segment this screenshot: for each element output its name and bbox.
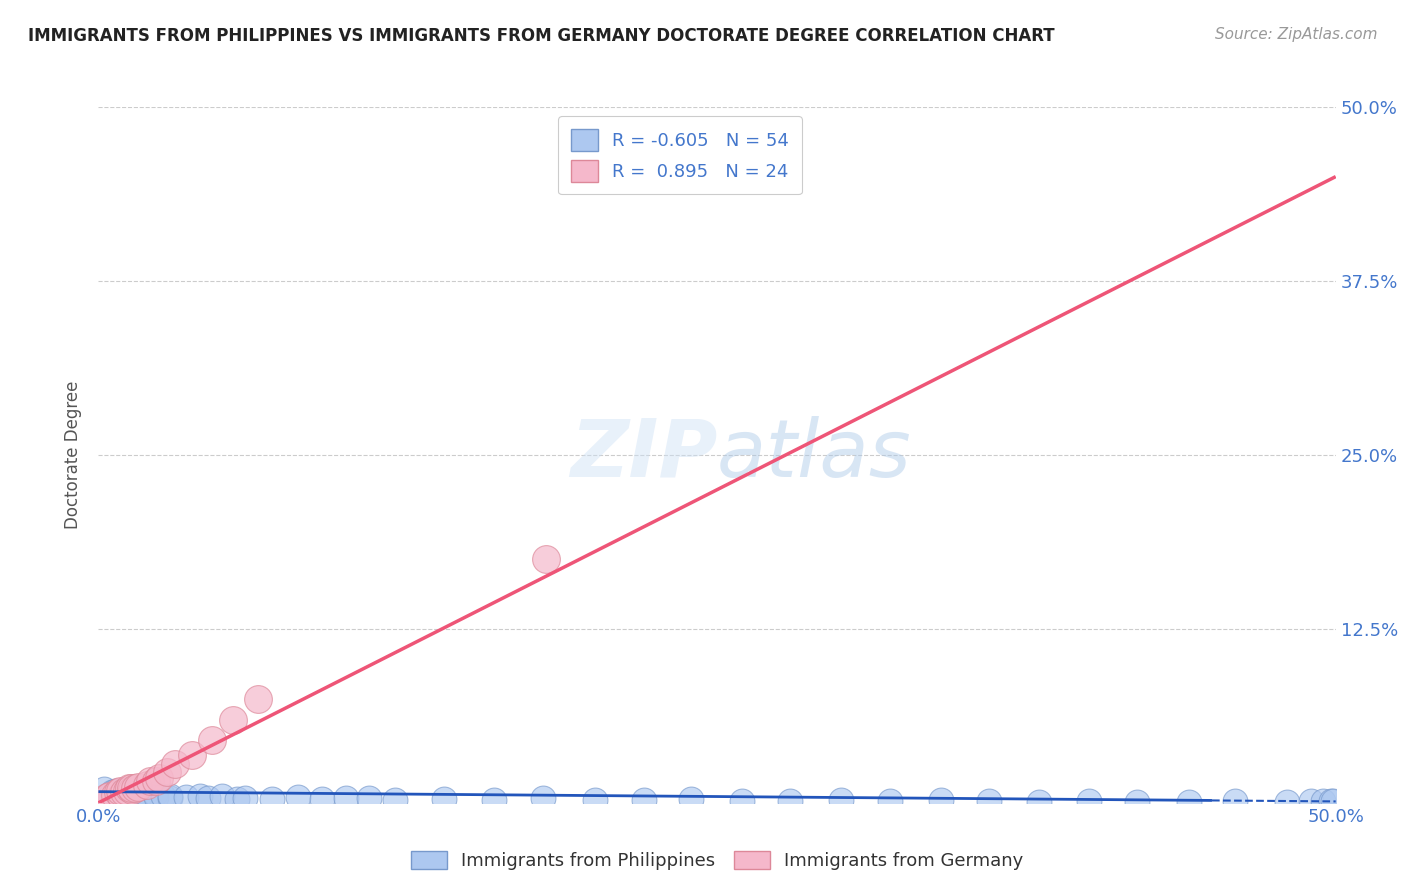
Point bbox=[98, 789, 121, 803]
Point bbox=[118, 788, 141, 802]
Point bbox=[1277, 795, 1299, 809]
Point bbox=[114, 788, 136, 802]
Point bbox=[1078, 794, 1101, 808]
Point bbox=[260, 792, 283, 806]
Point bbox=[1320, 794, 1343, 808]
Point bbox=[129, 788, 152, 802]
Text: atlas: atlas bbox=[717, 416, 912, 494]
Point bbox=[135, 789, 157, 803]
Point bbox=[112, 785, 135, 799]
Point bbox=[977, 794, 1000, 808]
Point bbox=[1322, 794, 1344, 808]
Point bbox=[128, 788, 150, 802]
Point bbox=[107, 785, 129, 799]
Point bbox=[384, 793, 406, 807]
Point bbox=[335, 791, 357, 805]
Point bbox=[211, 789, 233, 803]
Y-axis label: Doctorate Degree: Doctorate Degree bbox=[65, 381, 83, 529]
Point bbox=[779, 794, 801, 808]
Point bbox=[180, 747, 202, 762]
Point bbox=[112, 788, 135, 802]
Point bbox=[197, 790, 219, 805]
Point bbox=[681, 792, 703, 806]
Point bbox=[110, 784, 132, 798]
Point bbox=[1126, 795, 1149, 809]
Point bbox=[929, 792, 952, 806]
Point bbox=[129, 787, 152, 801]
Text: ZIP: ZIP bbox=[569, 416, 717, 494]
Point bbox=[233, 790, 256, 805]
Point bbox=[127, 780, 149, 795]
Point bbox=[201, 733, 224, 747]
Point bbox=[139, 774, 162, 789]
Point bbox=[247, 691, 270, 706]
Point bbox=[830, 793, 852, 807]
Text: IMMIGRANTS FROM PHILIPPINES VS IMMIGRANTS FROM GERMANY DOCTORATE DEGREE CORRELAT: IMMIGRANTS FROM PHILIPPINES VS IMMIGRANT… bbox=[28, 27, 1054, 45]
Point bbox=[1299, 794, 1322, 808]
Point bbox=[136, 779, 159, 793]
Point bbox=[125, 786, 148, 800]
Point bbox=[159, 790, 181, 805]
Point bbox=[731, 794, 754, 808]
Point bbox=[112, 784, 135, 798]
Point bbox=[108, 786, 131, 800]
Point bbox=[101, 785, 124, 799]
Point bbox=[1312, 794, 1334, 808]
Point bbox=[122, 789, 145, 803]
Point bbox=[583, 793, 606, 807]
Point bbox=[104, 789, 127, 803]
Point bbox=[433, 791, 456, 805]
Point bbox=[145, 789, 167, 804]
Point bbox=[287, 790, 309, 805]
Point bbox=[152, 789, 174, 804]
Point bbox=[145, 774, 167, 789]
Point bbox=[311, 791, 333, 805]
Point bbox=[118, 781, 141, 796]
Point bbox=[121, 783, 143, 797]
Text: Source: ZipAtlas.com: Source: ZipAtlas.com bbox=[1215, 27, 1378, 42]
Point bbox=[120, 780, 142, 795]
Point bbox=[531, 791, 554, 805]
Point bbox=[359, 791, 381, 805]
Legend: Immigrants from Philippines, Immigrants from Germany: Immigrants from Philippines, Immigrants … bbox=[404, 844, 1031, 877]
Point bbox=[188, 789, 211, 803]
Point bbox=[222, 713, 245, 727]
Point bbox=[115, 786, 138, 800]
Point bbox=[534, 552, 557, 566]
Point bbox=[96, 790, 118, 805]
Point bbox=[124, 780, 146, 795]
Point bbox=[1028, 795, 1050, 809]
Point bbox=[93, 782, 115, 797]
Point bbox=[225, 792, 247, 806]
Point bbox=[156, 764, 179, 779]
Point bbox=[115, 784, 138, 798]
Point bbox=[174, 789, 197, 804]
Point bbox=[110, 789, 132, 803]
Point bbox=[484, 792, 506, 806]
Point bbox=[148, 772, 170, 786]
Point bbox=[165, 757, 187, 772]
Point bbox=[633, 792, 655, 806]
Point bbox=[879, 794, 901, 808]
Point bbox=[159, 789, 181, 803]
Point bbox=[1223, 794, 1246, 808]
Point bbox=[143, 788, 166, 802]
Point bbox=[1178, 795, 1201, 809]
Point bbox=[104, 784, 127, 798]
